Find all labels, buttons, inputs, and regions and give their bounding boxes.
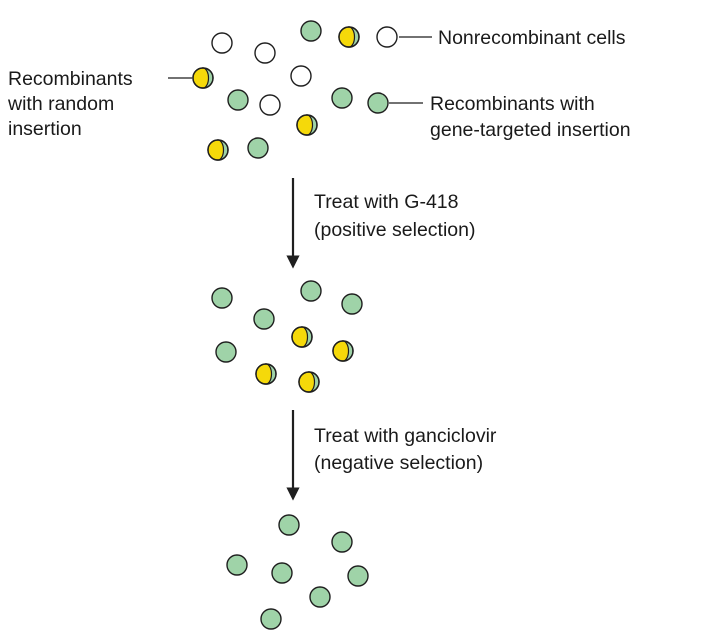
cell-layer [192,20,398,630]
cell-outline [255,363,277,385]
random-insertion-cell [338,26,360,48]
targeted-recombinant-cell [271,562,293,584]
nonrecombinant-cell [290,65,312,87]
cell-body [260,608,282,630]
targeted-recombinant-cell [300,280,322,302]
random-insertion-cell [298,371,320,393]
cell-outline [338,26,360,48]
cell-body [376,26,398,48]
cell-body [226,554,248,576]
targeted-recombinant-cell [215,341,237,363]
targeted-recombinant-cell [300,20,322,42]
nonrecombinant-cell [254,42,276,64]
targeted-recombinant-cell [211,287,233,309]
random-insertion-cell [296,114,318,136]
cell-body [259,94,281,116]
cell-outline [291,326,313,348]
random-insertion-cell [192,67,214,89]
label-targeted-line2: gene-targeted insertion [430,119,631,141]
nonrecombinant-cell [211,32,233,54]
cell-body [347,565,369,587]
targeted-recombinant-cell [260,608,282,630]
targeted-recombinant-cell [227,89,249,111]
cell-body [309,586,331,608]
cell-outline [332,340,354,362]
targeted-recombinant-cell [331,531,353,553]
cell-body [367,92,389,114]
cell-body [290,65,312,87]
step1-line2: (positive selection) [314,219,475,241]
label-random-line1: Recombinants [8,68,133,90]
label-targeted-line1: Recombinants with [430,93,595,115]
targeted-recombinant-cell [309,586,331,608]
random-insertion-cell [332,340,354,362]
cell-body [331,87,353,109]
cell-body [211,287,233,309]
cell-body [300,280,322,302]
cell-outline [296,114,318,136]
step2-line1: Treat with ganciclovir [314,425,497,447]
cell-body [271,562,293,584]
step1-line1: Treat with G-418 [314,191,459,213]
random-insertion-cell [207,139,229,161]
targeted-recombinant-cell [347,565,369,587]
targeted-recombinant-cell [253,308,275,330]
cell-body [300,20,322,42]
cell-outline [207,139,229,161]
cell-outline [192,67,214,89]
targeted-recombinant-cell [278,514,300,536]
targeted-recombinant-cell [247,137,269,159]
label-random-line3: insertion [8,118,82,140]
cell-outline [298,371,320,393]
random-insertion-cell [291,326,313,348]
cell-body [341,293,363,315]
label-random-line2: with random [7,93,114,115]
cell-body [278,514,300,536]
targeted-recombinant-cell [367,92,389,114]
targeted-recombinant-cell [341,293,363,315]
nonrecombinant-cell [259,94,281,116]
cell-body [211,32,233,54]
random-insertion-cell [255,363,277,385]
cell-body [331,531,353,553]
cell-body [227,89,249,111]
nonrecombinant-cell [376,26,398,48]
cell-body [247,137,269,159]
targeted-recombinant-cell [226,554,248,576]
targeted-recombinant-cell [331,87,353,109]
cell-body [254,42,276,64]
cell-body [253,308,275,330]
step2-line2: (negative selection) [314,452,483,474]
label-nonrecombinant: Nonrecombinant cells [438,27,626,49]
cell-body [215,341,237,363]
